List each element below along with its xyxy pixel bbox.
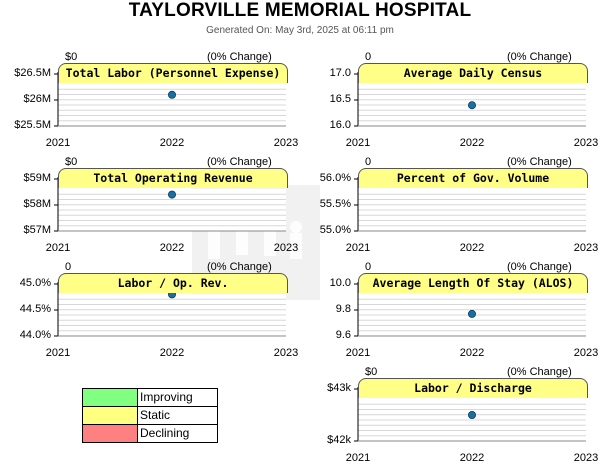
plot-area: [54, 177, 286, 232]
legend-swatch-improving: [83, 389, 138, 406]
x-tick-label: 2021: [45, 137, 71, 149]
percent-change: (0% Change): [207, 51, 272, 63]
chart-average-daily-census: 0 (0% Change) 17.0 16.5 16.0 2021 2022 2023 Aver…: [300, 48, 600, 153]
x-tick-label: 2023: [573, 452, 599, 464]
percent-change: (0% Change): [507, 261, 572, 273]
y-tick-label: 45.0%: [19, 277, 51, 289]
chart-labor-discharge: $0 (0% Change) $43k $42k 2021 2022 2023 Labor /…: [300, 363, 600, 468]
y-tick-label: 17.0: [329, 67, 351, 79]
x-tick-label: 2021: [45, 242, 71, 254]
legend-item-improving: Improving: [83, 389, 217, 407]
x-tick-label: 2022: [459, 452, 485, 464]
x-tick-label: 2021: [345, 137, 371, 149]
chart-total-operating-revenue: $0 (0% Change) $59M $58M $57M 2021 2022 2023 Tot…: [0, 153, 300, 258]
y-tick-label: $42k: [327, 434, 351, 446]
data-point: [167, 190, 176, 199]
y-tick-label: 9.8: [335, 303, 351, 315]
x-tick-label: 2021: [345, 347, 371, 359]
x-tick-label: 2023: [573, 137, 599, 149]
x-tick-label: 2022: [159, 347, 185, 359]
x-tick-label: 2023: [573, 347, 599, 359]
x-tick-label: 2021: [45, 347, 71, 359]
y-tick-label: $26M: [23, 93, 51, 105]
legend-swatch-static: [83, 407, 138, 424]
y-tick-label: $26.5M: [14, 67, 51, 79]
chart-title-tab: Average Daily Census: [358, 63, 588, 83]
legend-label-static: Static: [140, 408, 171, 422]
x-tick-label: 2022: [159, 137, 185, 149]
x-tick-label: 2021: [345, 242, 371, 254]
x-tick-label: 2022: [459, 347, 485, 359]
legend-item-declining: Declining: [83, 425, 217, 442]
chart-title-tab: Percent of Gov. Volume: [358, 168, 588, 188]
x-tick-label: 2023: [273, 347, 299, 359]
x-tick-label: 2022: [159, 242, 185, 254]
percent-change: (0% Change): [507, 51, 572, 63]
plot-area: [354, 72, 586, 127]
page-title: TAYLORVILLE MEMORIAL HOSPITAL: [128, 0, 472, 21]
chart-alos: 0 (0% Change) 10.0 9.8 9.6 2021 2022 2023 Averag…: [300, 258, 600, 363]
header-value: $0: [65, 51, 78, 63]
y-tick-label: 44.5%: [19, 303, 51, 315]
x-tick-label: 2022: [459, 137, 485, 149]
generated-timestamp: Generated On: May 3rd, 2025 at 06:11 pm: [206, 25, 394, 36]
header-value: 0: [365, 156, 372, 168]
chart-title-tab: Labor / Op. Rev.: [58, 273, 288, 293]
chart-labor-op-rev: 0 (0% Change) 45.0% 44.5% 44.0% 2021 2022 2023 L…: [0, 258, 300, 363]
plot-area: [54, 72, 286, 127]
chart-title-tab: Labor / Discharge: [358, 378, 588, 398]
legend-item-static: Static: [83, 407, 217, 425]
y-tick-label: 55.5%: [319, 198, 351, 210]
chart-title-tab: Total Labor (Personnel Expense): [58, 63, 288, 83]
y-tick-label: $57M: [23, 224, 51, 236]
data-point: [167, 90, 176, 99]
y-tick-label: $59M: [23, 172, 51, 184]
y-tick-label: $25.5M: [14, 119, 51, 131]
x-tick-label: 2021: [345, 452, 371, 464]
y-tick-label: 55.0%: [319, 224, 351, 236]
chart-title-tab: Average Length Of Stay (ALOS): [358, 273, 588, 293]
legend-label-improving: Improving: [140, 390, 193, 404]
y-tick-label: $58M: [23, 198, 51, 210]
y-tick-label: 10.0: [329, 277, 351, 289]
header-value: $0: [65, 156, 78, 168]
chart-title-tab: Total Operating Revenue: [58, 168, 288, 188]
percent-change: (0% Change): [507, 366, 572, 378]
y-tick-label: 56.0%: [319, 172, 351, 184]
plot-area: [354, 282, 586, 337]
x-tick-label: 2023: [273, 137, 299, 149]
legend-swatch-declining: [83, 425, 138, 442]
x-tick-label: 2022: [459, 242, 485, 254]
data-point: [467, 309, 476, 318]
x-tick-label: 2023: [273, 242, 299, 254]
y-tick-label: 9.6: [335, 329, 351, 341]
legend-label-declining: Declining: [140, 426, 190, 440]
plot-area: [354, 387, 586, 442]
y-tick-label: 16.5: [329, 93, 351, 105]
header-value: 0: [365, 261, 372, 273]
chart-total-labor: $0 (0% Change) $26.5M $26M $25.5M 2021 2022 202…: [0, 48, 300, 153]
percent-change: (0% Change): [207, 156, 272, 168]
data-point: [467, 101, 476, 110]
percent-change: (0% Change): [507, 156, 572, 168]
y-tick-label: 44.0%: [19, 329, 51, 341]
legend: Improving Static Declining: [82, 388, 218, 443]
chart-percent-gov-volume: 0 (0% Change) 56.0% 55.5% 55.0% 2021 2022 2023 P…: [300, 153, 600, 258]
y-tick-label: $43k: [327, 382, 351, 394]
percent-change: (0% Change): [207, 261, 272, 273]
y-tick-label: 16.0: [329, 119, 351, 131]
header-value: $0: [365, 366, 378, 378]
x-tick-label: 2023: [573, 242, 599, 254]
header-value: 0: [65, 261, 72, 273]
data-point: [467, 411, 476, 420]
header-value: 0: [365, 51, 372, 63]
